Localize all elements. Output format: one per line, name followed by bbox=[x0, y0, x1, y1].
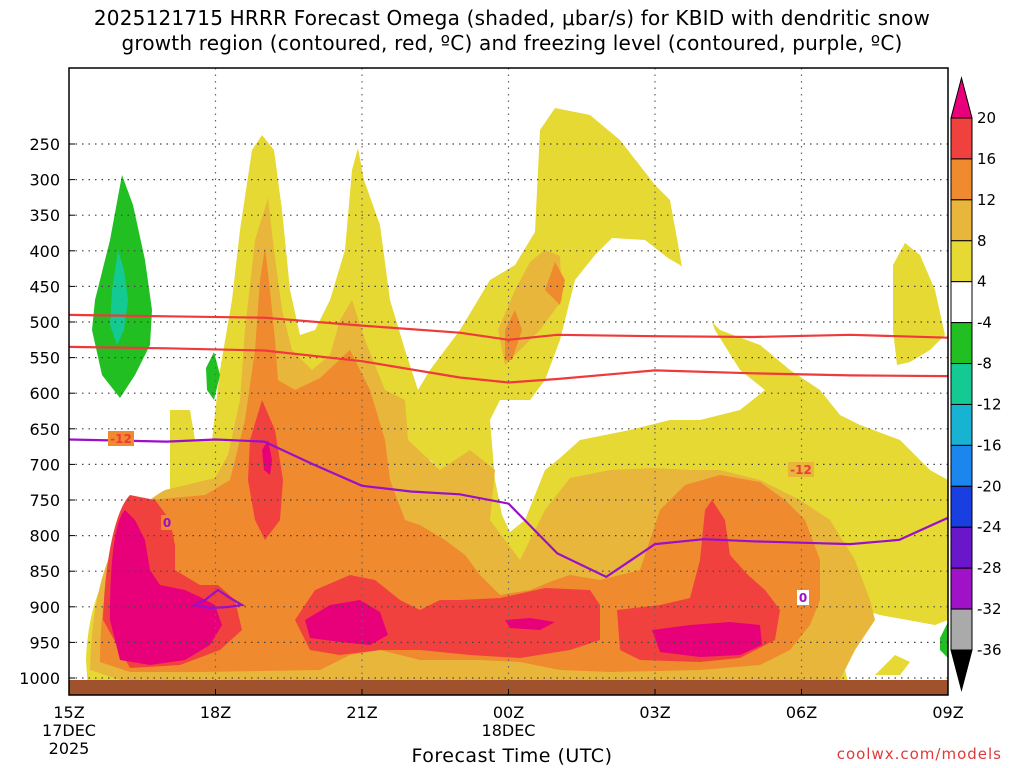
colorbar-bin-12 bbox=[950, 608, 973, 651]
colorbar-label--32: -32 bbox=[977, 600, 1002, 618]
omega-region-20-plus bbox=[110, 510, 222, 665]
y-tick-label-250: 250 bbox=[29, 135, 60, 154]
freezing-level-loop bbox=[190, 588, 246, 610]
freezing-label-2: 0 bbox=[799, 591, 807, 605]
chart-title-line-1: 2025121715 HRRR Forecast Omega (shaded, … bbox=[93, 6, 931, 30]
y-tick-label-950: 950 bbox=[29, 633, 60, 652]
colorbar-bin-1 bbox=[950, 158, 973, 201]
omega-region-12-16-top bbox=[545, 262, 565, 305]
colorbar-bin-8 bbox=[950, 444, 973, 487]
chart-title: 2025121715 HRRR Forecast Omega (shaded, … bbox=[0, 6, 1024, 56]
colorbar-label-8: 8 bbox=[977, 232, 987, 250]
x-tick-label-21Z: 21Z bbox=[346, 703, 377, 722]
freezing-label-1: 0 bbox=[163, 516, 171, 530]
omega-region-12-16 bbox=[100, 248, 820, 672]
colorbar: 20 16 12 8 4 -4 -8 -12 -16 -20 -24 -28 -32 -36 bbox=[950, 76, 1002, 692]
omega-region-neg-small bbox=[206, 352, 220, 400]
dendritic-label-bg-1 bbox=[108, 431, 134, 446]
freezing-label-bg-1 bbox=[161, 515, 173, 530]
omega-region-4-8-top-right bbox=[893, 243, 945, 365]
dendritic-label-2: -12 bbox=[790, 463, 812, 477]
omega-region-neg-right bbox=[940, 622, 948, 658]
colorbar-bin-3 bbox=[950, 240, 973, 283]
colorbar-bin-4 bbox=[950, 281, 973, 324]
freezing-level-contour bbox=[69, 438, 948, 579]
colorbar-bin-9 bbox=[950, 485, 973, 528]
y-tick-label-850: 850 bbox=[29, 562, 60, 581]
colorbar-bin-0 bbox=[950, 117, 973, 160]
colorbar-label--4: -4 bbox=[977, 314, 992, 332]
y-tick-label-750: 750 bbox=[29, 491, 60, 510]
contours: -12 -12 0 0 bbox=[69, 313, 948, 610]
colorbar-bin-6 bbox=[950, 363, 973, 405]
omega-region-20-plus-e bbox=[652, 622, 762, 657]
dendritic-upper-contour bbox=[69, 313, 948, 341]
dendritic-label-bg-2 bbox=[788, 462, 814, 477]
y-axis: 250 300 350 400 450 500 550 600 650 700 750 800 850 9… bbox=[19, 135, 75, 688]
y-tick-label-400: 400 bbox=[29, 242, 60, 261]
chart-title-line-2: growth region (contoured, red, ºC) and f… bbox=[121, 31, 903, 55]
omega-region-20-plus-b bbox=[262, 440, 272, 475]
x-tick-label-18Z: 18Z bbox=[200, 703, 231, 722]
y-tick-label-450: 450 bbox=[29, 277, 60, 296]
colorbar-bin-11 bbox=[950, 567, 973, 610]
x-axis-title: Forecast Time (UTC) bbox=[411, 745, 613, 767]
credit-text: coolwx.com/models bbox=[836, 745, 1002, 763]
y-tick-label-350: 350 bbox=[29, 206, 60, 225]
y-tick-label-700: 700 bbox=[29, 455, 60, 474]
omega-region-20-plus-d bbox=[505, 618, 555, 630]
colorbar-label--12: -12 bbox=[977, 395, 1002, 413]
x-tick-label-00Z: 00Z bbox=[493, 703, 524, 722]
colorbar-label-4: 4 bbox=[977, 273, 987, 291]
y-tick-label-550: 550 bbox=[29, 349, 60, 368]
omega-shading bbox=[69, 108, 948, 695]
y-tick-label-900: 900 bbox=[29, 598, 60, 617]
x-tick-year-2025: 2025 bbox=[49, 739, 90, 758]
colorbar-label--28: -28 bbox=[977, 559, 1002, 577]
omega-region-20-plus-c bbox=[305, 600, 388, 645]
y-tick-label-300: 300 bbox=[29, 171, 60, 190]
y-tick-label-800: 800 bbox=[29, 527, 60, 546]
omega-region-16-20-d bbox=[617, 500, 780, 662]
colorbar-label--8: -8 bbox=[977, 355, 992, 373]
omega-region-white bbox=[490, 238, 765, 532]
y-tick-label-600: 600 bbox=[29, 384, 60, 403]
ground bbox=[69, 680, 948, 695]
y-tick-label-650: 650 bbox=[29, 420, 60, 439]
dendritic-label-1: -12 bbox=[110, 432, 132, 446]
x-tick-sublabel-18DEC: 18DEC bbox=[482, 721, 536, 740]
x-tick-label-15Z: 15Z bbox=[53, 703, 84, 722]
colorbar-label--24: -24 bbox=[977, 518, 1002, 536]
colorbar-label--36: -36 bbox=[977, 641, 1002, 659]
x-tick-label-06Z: 06Z bbox=[786, 703, 817, 722]
colorbar-label-16: 16 bbox=[977, 150, 996, 168]
x-tick-sublabel-17DEC: 17DEC bbox=[42, 721, 96, 740]
colorbar-label-12: 12 bbox=[977, 191, 996, 209]
colorbar-bottom-arrow bbox=[950, 649, 973, 692]
x-tick-label-09Z: 09Z bbox=[932, 703, 963, 722]
x-tick-label-03Z: 03Z bbox=[639, 703, 670, 722]
colorbar-bin-2 bbox=[950, 199, 973, 242]
colorbar-top-arrow bbox=[950, 76, 973, 119]
colorbar-bin-10 bbox=[950, 526, 973, 569]
colorbar-bin-5 bbox=[950, 322, 973, 365]
colorbar-bin-7 bbox=[950, 403, 973, 446]
colorbar-label--20: -20 bbox=[977, 477, 1002, 495]
omega-region-4-8-bottom-right bbox=[875, 655, 910, 675]
y-tick-label-500: 500 bbox=[29, 313, 60, 332]
freezing-label-bg-2 bbox=[797, 590, 809, 605]
dendritic-lower-contour bbox=[69, 345, 948, 384]
colorbar-label--16: -16 bbox=[977, 436, 1002, 454]
y-tick-label-1000: 1000 bbox=[19, 669, 60, 688]
colorbar-label-20: 20 bbox=[977, 109, 996, 127]
omega-region-neg-8-12 bbox=[110, 250, 128, 345]
